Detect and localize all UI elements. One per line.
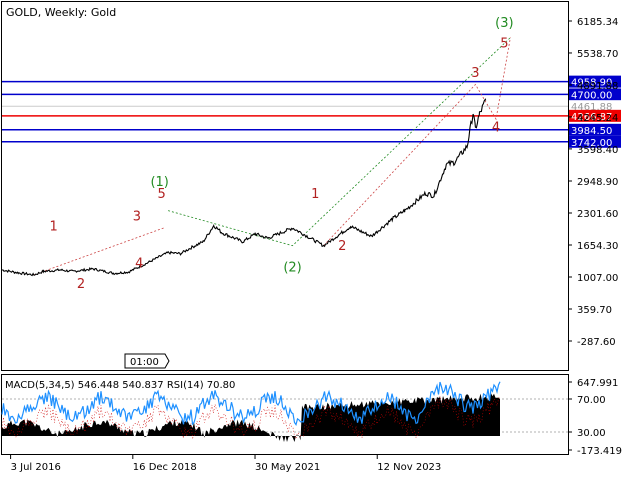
level-label-box <box>569 123 621 136</box>
time-marker-label: 01:00 <box>130 357 159 368</box>
wave-label: 4 <box>492 121 500 136</box>
macd-histogram <box>2 393 500 442</box>
wave-label: (3) <box>495 16 513 31</box>
level-label-box <box>569 100 621 113</box>
price-tick-label: 3598.40 <box>577 145 618 156</box>
time-tick-label: 30 May 2021 <box>255 462 320 473</box>
level-label-box <box>569 88 621 101</box>
price-tick-label: 4891.88 <box>577 81 618 92</box>
wave-label: 5 <box>500 36 508 51</box>
indicator-series <box>1 381 568 442</box>
wave-label: (2) <box>283 260 301 275</box>
wave-label: 3 <box>133 209 141 224</box>
price-line <box>1 98 487 277</box>
level-label: 4461.88 <box>571 102 612 113</box>
level-label: 3742.00 <box>571 138 612 149</box>
wave-label: 5 <box>157 187 165 202</box>
rsi-line <box>1 381 501 426</box>
chart-title: GOLD, Weekly: Gold <box>6 6 116 19</box>
price-tick-label: 2301.60 <box>577 209 618 220</box>
price-chart-frame <box>1 1 569 371</box>
indicator-tick-label: -173.419 <box>577 446 622 457</box>
wave-line <box>323 37 511 246</box>
wave-label: 4 <box>135 256 143 271</box>
wave-label: 2 <box>77 277 85 292</box>
time-marker[interactable]: 01:00 <box>124 353 170 369</box>
indicator-tick-label: 70.00 <box>577 395 606 406</box>
price-tick-label: -287.60 <box>577 337 616 348</box>
time-axis: 3 Jul 2016 16 Dec 2018 30 May 2021 12 Nov 2… <box>10 454 441 473</box>
price-tick-label: 5538.70 <box>577 49 618 60</box>
price-series <box>1 98 487 277</box>
wave-lines <box>33 37 511 276</box>
level-label: 3984.50 <box>571 126 612 137</box>
wave-label: 1 <box>311 187 319 202</box>
time-tick-label: 16 Dec 2018 <box>133 462 197 473</box>
level-label-box <box>569 75 621 88</box>
level-label: 4266.87 <box>571 112 612 123</box>
wave-label: (1) <box>150 175 168 190</box>
price-tick-label: 4245.24 <box>577 113 618 124</box>
wave-line <box>167 37 511 247</box>
level-label: 4958.90 <box>571 78 612 89</box>
indicator-legend: MACD(5,34,5) 546.448 540.837 RSI(14) 70.… <box>5 380 235 391</box>
time-tick-label: 3 Jul 2016 <box>11 462 61 473</box>
indicator-axis: 647.991 70.00 30.00 -173.419 <box>568 378 622 457</box>
price-tick-label: 2948.90 <box>577 177 618 188</box>
level-label-box <box>569 135 621 148</box>
price-tick-label: 1654.30 <box>577 241 618 252</box>
level-label: 4700.00 <box>571 90 612 101</box>
wave-label: 2 <box>338 239 346 254</box>
wave-label: 3 <box>471 66 479 81</box>
indicator-tick-label: 647.991 <box>577 378 618 389</box>
price-tick-label: 359.70 <box>577 305 612 316</box>
time-tick-label: 12 Nov 2023 <box>377 462 441 473</box>
indicator-tick-label: 30.00 <box>577 428 606 439</box>
price-axis: 6185.34 5538.70 4891.88 4245.24 3598.40 2948.… <box>568 17 618 348</box>
price-tick-label: 6185.34 <box>577 17 618 28</box>
wave-line <box>33 227 165 276</box>
price-tick-label: 1007.00 <box>577 273 618 284</box>
wave-label: 1 <box>50 219 58 234</box>
level-label-box <box>569 109 621 122</box>
